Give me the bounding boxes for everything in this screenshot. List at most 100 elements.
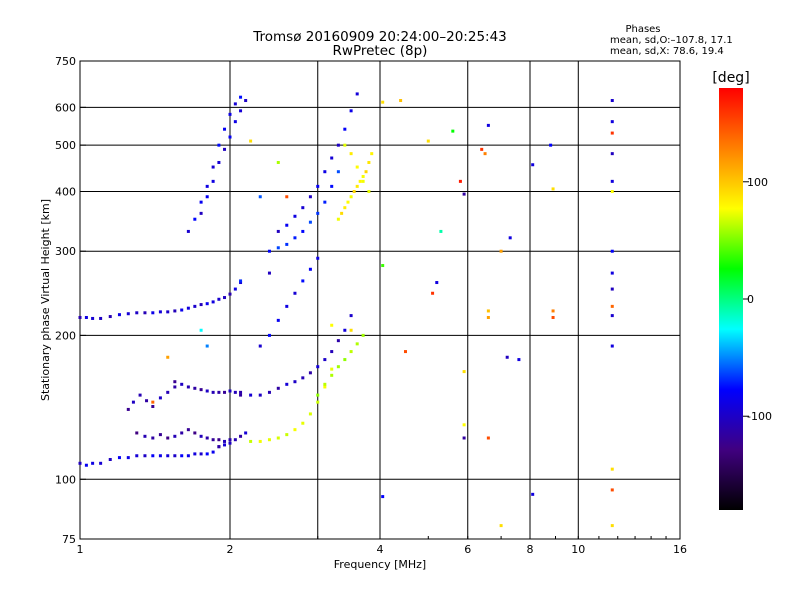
echo-point (135, 431, 139, 435)
echo-point (186, 306, 190, 310)
echo-point (239, 279, 243, 283)
echo-point (462, 370, 466, 374)
echo-point (330, 350, 334, 354)
echo-point (276, 436, 280, 440)
echo-point (610, 314, 614, 318)
echo-point (610, 304, 614, 308)
echo-point (462, 192, 466, 196)
echo-point (336, 170, 340, 174)
echo-point (285, 223, 289, 227)
y-tick-label: 400 (55, 185, 76, 198)
echo-point (330, 156, 334, 160)
echo-point (355, 342, 359, 346)
echo-point (151, 436, 155, 440)
echo-point (205, 302, 209, 306)
echo-point (431, 291, 435, 295)
chart-subtitle: RwPretec (8p) (333, 43, 428, 59)
echo-point (451, 129, 455, 133)
echo-point (228, 135, 232, 139)
echo-point (158, 433, 162, 437)
echo-point (435, 281, 439, 285)
echo-point (239, 281, 243, 285)
echo-point (531, 492, 535, 496)
echo-point (193, 386, 197, 390)
echo-point (117, 313, 121, 317)
echo-point (131, 400, 135, 404)
echo-point (151, 400, 155, 404)
chart-title: Tromsø 20160909 20:24:00–20:25:43 (252, 29, 507, 45)
echo-point (199, 328, 203, 332)
x-tick-label: 1 (77, 543, 84, 556)
echo-point (462, 423, 466, 427)
echo-point (483, 152, 487, 156)
echo-point (135, 454, 139, 458)
echo-point (180, 382, 184, 386)
echo-point (244, 99, 248, 103)
echo-point (499, 524, 503, 528)
echo-point (531, 163, 535, 167)
echo-point (336, 365, 340, 369)
echo-point (166, 436, 170, 440)
echo-point (217, 297, 221, 301)
echo-point (610, 488, 614, 492)
echo-point (549, 143, 553, 147)
echo-point (249, 439, 253, 443)
echo-point (610, 249, 614, 253)
echo-point (205, 436, 209, 440)
y-tick-label: 100 (55, 473, 76, 486)
echo-point (381, 495, 385, 499)
echo-point (126, 456, 130, 460)
echo-point (228, 441, 232, 445)
echo-point (108, 457, 112, 461)
echo-point (361, 174, 365, 178)
echo-point (239, 109, 243, 113)
echo-point (211, 300, 215, 304)
echo-point (610, 131, 614, 135)
echo-point (308, 371, 312, 375)
echo-point (233, 102, 237, 106)
echo-point (151, 454, 155, 458)
echo-point (308, 195, 312, 199)
x-tick-label: 4 (377, 543, 384, 556)
echo-point (336, 339, 340, 343)
echo-point (293, 428, 297, 432)
echo-point (108, 315, 112, 319)
echo-point (180, 454, 184, 458)
echo-point (267, 438, 271, 442)
echo-point (145, 399, 149, 403)
echo-point (158, 310, 162, 314)
echo-point (499, 249, 503, 253)
echo-point (211, 438, 215, 442)
echo-point (301, 206, 305, 210)
echo-point (355, 184, 359, 188)
echo-point (211, 450, 215, 454)
echo-point (610, 524, 614, 528)
echo-point (166, 390, 170, 394)
echo-point (551, 315, 555, 319)
echo-point (330, 373, 334, 377)
echo-point (228, 292, 232, 296)
echo-point (239, 434, 243, 438)
echo-point (166, 454, 170, 458)
echo-point (249, 393, 253, 397)
echo-point (316, 211, 320, 215)
echo-point (381, 264, 385, 268)
echo-point (285, 195, 289, 199)
echo-point (308, 412, 312, 416)
grid-lines (80, 61, 680, 539)
echo-point (199, 452, 203, 456)
echo-point (186, 385, 190, 389)
echo-point (276, 386, 280, 390)
echo-point (267, 271, 271, 275)
echo-point (233, 390, 237, 394)
echo-point (551, 187, 555, 191)
x-axis-label: Frequency [MHz] (334, 558, 426, 571)
echo-point (301, 376, 305, 380)
echo-point (211, 165, 215, 169)
echo-point (223, 147, 227, 151)
echo-point (505, 355, 509, 359)
echo-point (355, 92, 359, 96)
echo-point (308, 267, 312, 271)
echo-point (439, 229, 443, 233)
echo-point (316, 393, 320, 397)
